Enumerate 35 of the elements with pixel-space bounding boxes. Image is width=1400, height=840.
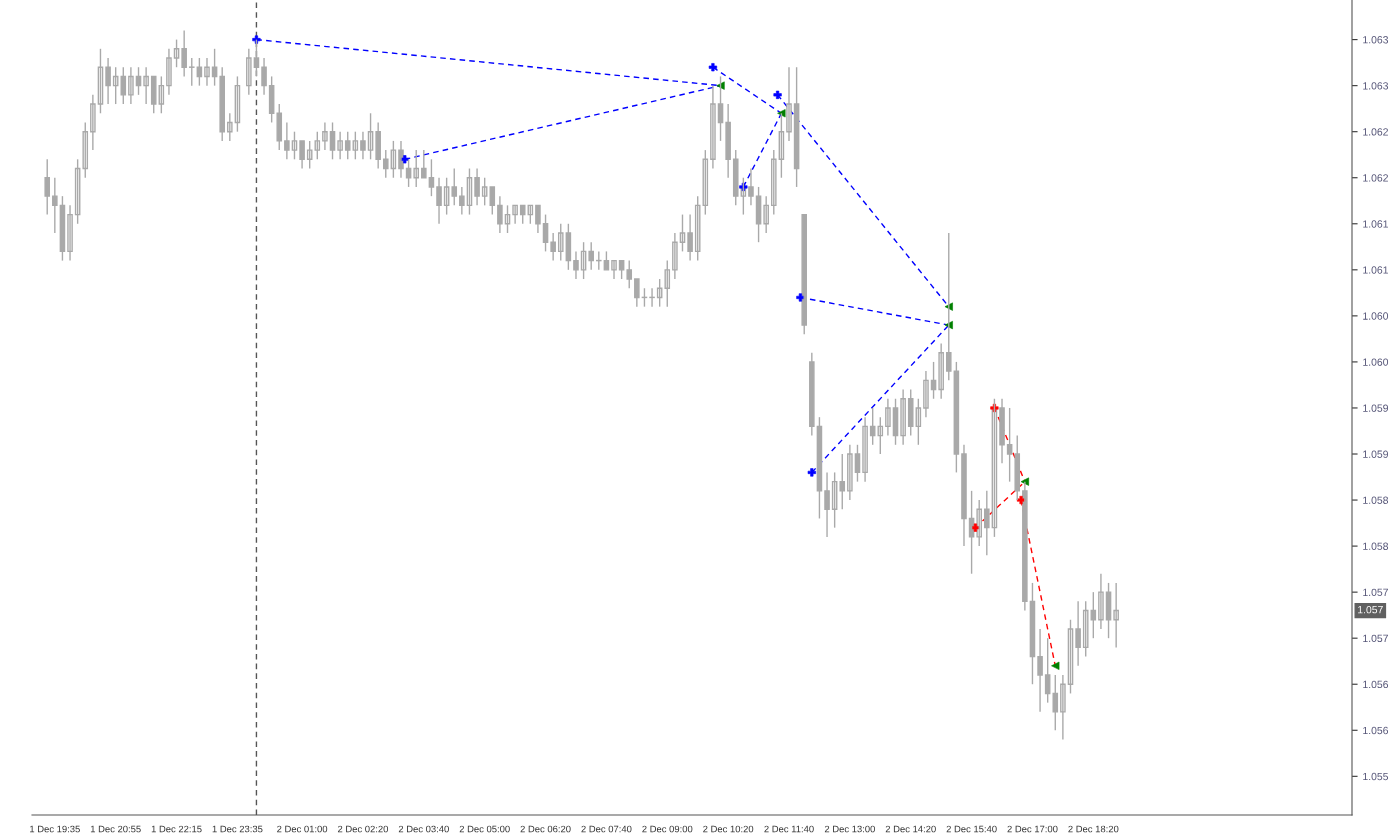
y-tick-label: 1.062: [1363, 174, 1388, 182]
y-tick-label: 1.057: [1363, 588, 1388, 597]
x-tick-label: 1 Dec 23:35: [212, 825, 263, 833]
x-tick-label: 2 Dec 09:00: [642, 825, 693, 833]
x-tick-label: 1 Dec 20:55: [90, 825, 141, 833]
y-tick-label: 1.062: [1363, 128, 1388, 136]
y-tick-label: 1.063: [1363, 36, 1389, 44]
y-tick-label: 1.061: [1363, 266, 1388, 274]
y-tick-label: 1.059: [1363, 404, 1388, 412]
x-tick-label: 2 Dec 11:40: [764, 825, 814, 833]
x-tick-label: 2 Dec 10:20: [703, 825, 754, 833]
x-tick-label: 2 Dec 14:20: [885, 825, 936, 833]
y-tick-label: 1.057: [1363, 634, 1388, 643]
x-tick-label: 2 Dec 18:20: [1068, 825, 1119, 833]
y-tick-label: 1.063: [1363, 82, 1389, 90]
x-tick-label: 2 Dec 05:00: [459, 825, 510, 833]
x-tick-label: 2 Dec 07:40: [581, 825, 632, 833]
y-tick-label: 1.060: [1363, 312, 1389, 320]
x-tick-label: 2 Dec 01:00: [277, 825, 328, 833]
y-tick-label: 1.058: [1363, 496, 1389, 504]
x-tick-label: 2 Dec 17:00: [1007, 825, 1058, 833]
y-tick-label: 1.060: [1363, 358, 1389, 366]
x-tick-label: 2 Dec 15:40: [946, 825, 997, 833]
y-tick-label: 1.059: [1363, 450, 1388, 458]
x-tick-label: 2 Dec 13:00: [824, 825, 875, 833]
x-tick-label: 2 Dec 02:20: [337, 825, 389, 833]
y-tick-label: 1.055: [1363, 772, 1389, 781]
x-tick-label: 2 Dec 06:20: [520, 825, 571, 833]
x-tick-label: 2 Dec 03:40: [398, 825, 449, 833]
y-tick-label: 1.061: [1363, 220, 1388, 228]
x-tick-label: 1 Dec 19:35: [30, 825, 80, 833]
y-tick-label: 1.056: [1363, 680, 1389, 689]
x-tick-label: 1 Dec 22:15: [151, 825, 202, 833]
y-tick-label: 1.056: [1363, 726, 1389, 735]
y-tick-label: 1.058: [1363, 542, 1389, 550]
